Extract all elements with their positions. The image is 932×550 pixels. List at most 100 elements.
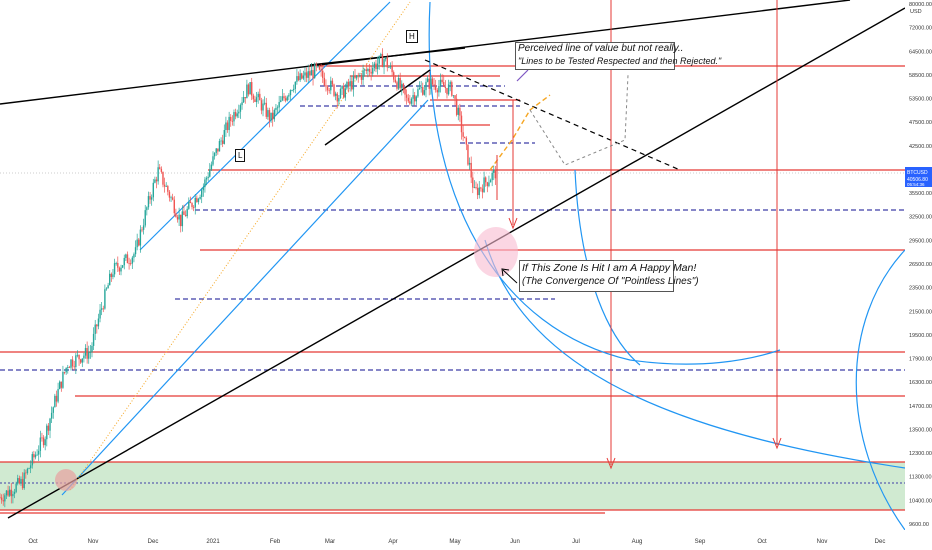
- candle-body: [75, 355, 77, 368]
- candle-body: [372, 67, 374, 74]
- x-axis-ticks: Oct Nov Dec 2021 Feb Mar Apr May Jun Jul Aug Sep Oct…: [28, 539, 885, 545]
- top-note-box: [515, 42, 675, 70]
- candle-body: [455, 98, 458, 115]
- candle-body: [436, 90, 438, 93]
- candle-body: [405, 94, 408, 98]
- top-note-line-1: Perceived line of value but not really..: [518, 43, 684, 54]
- candle-body: [180, 214, 182, 227]
- candle-body: [38, 450, 40, 455]
- candle-body: [447, 84, 450, 95]
- dashed-levels: [0, 85, 905, 371]
- candle-body: [367, 68, 369, 72]
- candle-body: [113, 263, 116, 275]
- candle-body: [414, 95, 416, 102]
- candle-body: [423, 90, 426, 95]
- candle-body: [265, 102, 267, 117]
- candle-body: [299, 73, 301, 81]
- candle-body: [494, 169, 497, 179]
- candle-body: [204, 179, 206, 188]
- candle-body: [104, 289, 106, 309]
- candle-body: [370, 71, 372, 74]
- candle-body: [121, 265, 124, 268]
- candle-body: [78, 354, 80, 360]
- candle-body: [326, 86, 329, 91]
- candle-body: [79, 359, 82, 363]
- candle-body: [115, 262, 117, 264]
- candle-body: [47, 425, 50, 431]
- candle-body: [357, 75, 359, 77]
- candle-body: [473, 187, 476, 188]
- candle-body: [301, 73, 303, 79]
- y-tick-label: 72000.00: [909, 26, 932, 32]
- support-zone: [0, 462, 905, 510]
- candle-body: [157, 167, 159, 182]
- candle-body: [13, 491, 16, 495]
- candle-body: [363, 69, 366, 71]
- candle-body: [188, 201, 190, 209]
- candle-body: [18, 478, 21, 484]
- candle-body: [105, 288, 108, 290]
- candle-body: [189, 201, 192, 204]
- candle-body: [118, 267, 121, 272]
- y-tick-label: 64500.00: [909, 49, 932, 55]
- x-tick-label: May: [449, 539, 460, 545]
- candle-body: [454, 95, 456, 99]
- candle-body: [0, 497, 1, 499]
- x-tick-label: Aug: [632, 539, 643, 545]
- y-tick-label: 12300.00: [909, 451, 932, 457]
- y-tick-label: 47500.00: [909, 120, 932, 126]
- red-arrows: [496, 0, 782, 470]
- candle-body: [481, 188, 484, 193]
- x-tick-label: Dec: [148, 539, 159, 545]
- candle-body: [225, 122, 227, 131]
- candle-body: [365, 69, 367, 72]
- candle-body: [325, 85, 327, 87]
- candle-body: [384, 57, 387, 60]
- candle-body: [304, 72, 306, 76]
- candle-body: [355, 75, 358, 78]
- candle-body: [464, 136, 466, 139]
- price-tag-symbol: BTCUSD: [907, 170, 928, 176]
- candle-body: [291, 90, 293, 91]
- candle-body: [259, 93, 261, 101]
- candle-body: [242, 97, 245, 103]
- gray-projection: [529, 74, 629, 166]
- low-label: L: [235, 149, 246, 162]
- y-tick-label: 16300.00: [909, 380, 932, 386]
- candle-body: [184, 214, 187, 217]
- candle-body: [196, 197, 198, 203]
- candle-body: [17, 478, 19, 484]
- candle-body: [439, 79, 442, 86]
- candle-body: [344, 88, 347, 98]
- candle-body: [268, 110, 271, 121]
- candle-body: [199, 196, 201, 199]
- y-tick-label: 21500.00: [909, 309, 932, 315]
- candle-body: [150, 197, 153, 200]
- candle-body: [375, 63, 377, 70]
- candle-body: [12, 494, 14, 497]
- candle-body: [254, 99, 256, 102]
- candle-body: [433, 84, 435, 86]
- currency-label: USD: [910, 9, 922, 15]
- y-tick-label: 9600.00: [909, 522, 929, 528]
- candle-body: [152, 182, 154, 198]
- candle-body: [126, 254, 129, 264]
- candle-body: [94, 324, 96, 334]
- mid-note-line-1: If This Zone Is Hit I am A Happy Man!: [522, 262, 697, 274]
- candle-body: [286, 96, 288, 101]
- candle-body: [130, 263, 132, 265]
- candle-body: [209, 169, 211, 177]
- x-tick-label: 2021: [206, 539, 220, 545]
- candle-body: [44, 439, 46, 446]
- candle-body: [221, 140, 224, 144]
- candle-body: [422, 87, 424, 95]
- candle-body: [68, 367, 71, 368]
- candle-body: [465, 138, 468, 145]
- candle-body: [100, 308, 103, 310]
- candle-body: [462, 132, 464, 137]
- candle-body: [426, 78, 429, 82]
- candle-body: [167, 186, 169, 192]
- candle-body: [20, 478, 22, 484]
- candle-body: [217, 148, 219, 152]
